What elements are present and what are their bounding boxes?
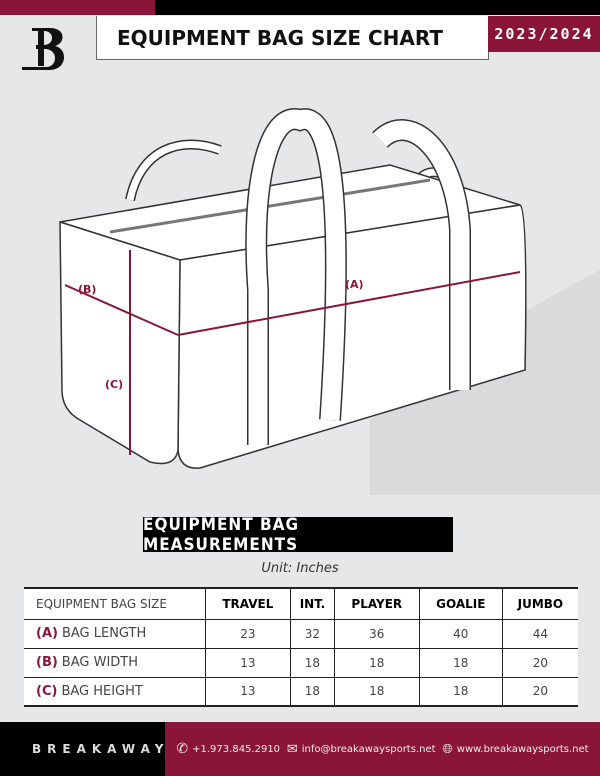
season-badge: 2023/2024 bbox=[488, 16, 600, 52]
breakaway-logo bbox=[22, 28, 64, 70]
label-b: (B) bbox=[78, 283, 96, 296]
bag-diagram: (A) (B) (C) bbox=[59, 108, 600, 495]
row-label: (C) BAG HEIGHT bbox=[24, 676, 206, 707]
table-row: (B) BAG WIDTH 13 18 18 18 20 bbox=[24, 647, 578, 678]
footer-contacts: ✆ +1.973.845.2910 ✉ info@breakawaysports.n… bbox=[165, 722, 600, 776]
front-handle-right bbox=[373, 120, 470, 390]
website-contact[interactable]: 🌐︎ www.breakawaysports.net bbox=[442, 741, 589, 757]
top-bar bbox=[155, 0, 600, 15]
phone-contact[interactable]: ✆ +1.973.845.2910 bbox=[176, 741, 281, 757]
table-row: (A) BAG LENGTH 23 32 36 40 44 bbox=[24, 618, 578, 649]
email-contact[interactable]: ✉ info@breakawaysports.net bbox=[286, 741, 436, 757]
measurements-title: EQUIPMENT BAG MEASUREMENTS bbox=[143, 515, 453, 555]
table-row: (C) BAG HEIGHT 13 18 18 18 20 bbox=[24, 676, 578, 707]
column-header: INT. bbox=[290, 587, 335, 620]
unit-label: Unit: Inches bbox=[261, 561, 339, 576]
cell: 18 bbox=[290, 676, 335, 707]
table-header-row: EQUIPMENT BAG SIZE TRAVEL INT. PLAYER GO… bbox=[24, 587, 578, 620]
cell: 40 bbox=[418, 618, 503, 649]
row-label: (A) BAG LENGTH bbox=[24, 618, 206, 649]
cell: 18 bbox=[290, 647, 335, 678]
front-handle-left bbox=[246, 109, 346, 445]
cell: 18 bbox=[418, 647, 503, 678]
top-bar-accent bbox=[0, 0, 155, 15]
cell: 13 bbox=[204, 676, 292, 707]
size-table: EQUIPMENT BAG SIZE TRAVEL INT. PLAYER GO… bbox=[24, 587, 578, 707]
dimension-b-line bbox=[64, 284, 179, 336]
footer-brand: BREAKAWAY bbox=[0, 722, 165, 776]
cell: 18 bbox=[333, 676, 420, 707]
cell: 18 bbox=[418, 676, 503, 707]
column-header: TRAVEL bbox=[204, 587, 292, 620]
cell: 23 bbox=[204, 618, 292, 649]
dimension-a-line bbox=[177, 271, 521, 336]
column-header: EQUIPMENT BAG SIZE bbox=[24, 587, 206, 620]
page-title: EQUIPMENT BAG SIZE CHART bbox=[96, 16, 489, 60]
cell: 20 bbox=[501, 647, 578, 678]
cell: 32 bbox=[290, 618, 335, 649]
label-a: (A) bbox=[345, 278, 364, 291]
column-header: GOALIE bbox=[418, 587, 503, 620]
row-label: (B) BAG WIDTH bbox=[24, 647, 206, 678]
cell: 13 bbox=[204, 647, 292, 678]
cell: 36 bbox=[333, 618, 420, 649]
mail-icon: ✉ bbox=[286, 741, 298, 757]
cell: 44 bbox=[501, 618, 578, 649]
bag-end bbox=[59, 220, 181, 465]
phone-icon: ✆ bbox=[176, 741, 189, 757]
column-header: JUMBO bbox=[501, 587, 578, 620]
brand-name: BREAKAWAY bbox=[32, 742, 170, 756]
column-header: PLAYER bbox=[333, 587, 420, 620]
cell: 18 bbox=[333, 647, 420, 678]
globe-icon: 🌐︎ bbox=[442, 741, 453, 757]
cell: 20 bbox=[501, 676, 578, 707]
label-c: (C) bbox=[105, 378, 123, 391]
